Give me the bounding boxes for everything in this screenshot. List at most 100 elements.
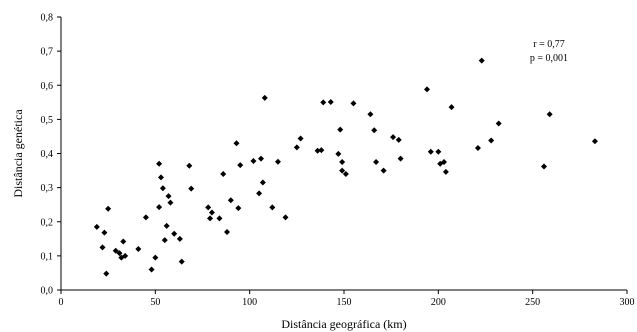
data-point [448, 104, 455, 111]
data-point [427, 148, 434, 155]
data-point [157, 174, 164, 181]
x-tick-label: 200 [431, 297, 446, 308]
data-point [176, 235, 183, 242]
data-point [591, 138, 598, 145]
correlation-annotation: r = 0,77 [533, 39, 564, 50]
x-tick-label: 100 [242, 297, 257, 308]
data-point [318, 147, 325, 154]
data-point [103, 270, 110, 277]
data-point [224, 228, 231, 235]
data-point [120, 238, 127, 245]
data-point [297, 135, 304, 142]
data-point [474, 145, 481, 152]
data-point [442, 168, 449, 175]
data-point [274, 158, 281, 165]
data-point [250, 158, 257, 165]
data-point [112, 247, 119, 254]
data-point [135, 246, 142, 253]
data-point [105, 205, 112, 212]
data-point [478, 57, 485, 64]
data-point [339, 159, 346, 166]
data-point [116, 250, 123, 257]
data-point [171, 230, 178, 237]
y-tick-label: 0,2 [41, 217, 54, 228]
data-point [167, 199, 174, 206]
y-tick-label: 0,6 [41, 81, 54, 92]
data-point [269, 204, 276, 211]
data-point [161, 237, 168, 244]
data-point [540, 163, 547, 170]
x-tick-label: 150 [337, 297, 352, 308]
data-point [261, 94, 268, 101]
x-axis-title: Distância geográfica (km) [281, 317, 406, 331]
data-point [148, 266, 155, 273]
data-point [373, 159, 380, 166]
y-tick-label: 0,4 [41, 149, 54, 160]
data-point [188, 185, 195, 192]
data-point [397, 155, 404, 162]
data-point [205, 204, 212, 211]
data-point [282, 214, 289, 221]
x-ticks: 0 50 100 150 200 250 300 [59, 290, 635, 308]
y-tick-label: 0,0 [41, 286, 54, 297]
data-point [227, 197, 234, 204]
data-point [220, 170, 227, 177]
data-point [152, 254, 159, 261]
data-point [163, 222, 170, 229]
y-tick-label: 0,5 [41, 115, 54, 126]
x-tick-label: 50 [150, 297, 160, 308]
y-tick-label: 0,3 [41, 183, 54, 194]
data-point [118, 254, 125, 261]
data-point [350, 100, 357, 107]
data-point [488, 137, 495, 144]
data-point [320, 99, 327, 106]
data-point [186, 162, 193, 169]
data-point [337, 126, 344, 133]
data-point [237, 162, 244, 169]
x-tick-label: 300 [620, 297, 635, 308]
data-point [424, 86, 431, 93]
x-tick-label: 0 [59, 297, 64, 308]
y-tick-label: 0,1 [41, 251, 54, 262]
data-point [93, 223, 100, 230]
data-point [122, 252, 129, 259]
data-point [233, 140, 240, 147]
data-point [159, 185, 166, 192]
data-point [390, 134, 397, 141]
data-point [208, 209, 215, 216]
data-point [216, 215, 223, 222]
data-point [257, 155, 264, 162]
data-point [367, 111, 374, 118]
data-point [327, 98, 334, 105]
data-point [256, 190, 263, 197]
data-point [156, 204, 163, 211]
data-point [440, 159, 447, 166]
data-point [546, 111, 553, 118]
data-point [435, 148, 442, 155]
data-point [101, 229, 108, 236]
data-point [380, 167, 387, 174]
data-point [259, 179, 266, 186]
x-tick-label: 250 [525, 297, 540, 308]
data-point [178, 258, 185, 265]
data-point [207, 215, 214, 222]
data-point [335, 150, 342, 157]
data-point [293, 144, 300, 151]
data-point [142, 214, 149, 221]
data-point [339, 167, 346, 174]
y-tick-label: 0,7 [41, 47, 54, 58]
data-point [314, 147, 321, 154]
data-point [156, 160, 163, 167]
data-point [395, 136, 402, 143]
p-value-annotation: p = 0,001 [530, 53, 568, 64]
y-tick-label: 0,8 [41, 13, 54, 24]
data-point [165, 193, 172, 200]
data-point [495, 120, 502, 127]
y-axis-title: Distância genética [11, 109, 25, 198]
data-points [93, 57, 598, 277]
data-point [371, 127, 378, 134]
data-point [99, 244, 106, 251]
data-point [235, 205, 242, 212]
y-ticks: 0,0 0,1 0,2 0,3 0,4 0,5 0,6 0,7 0,8 [41, 13, 61, 297]
